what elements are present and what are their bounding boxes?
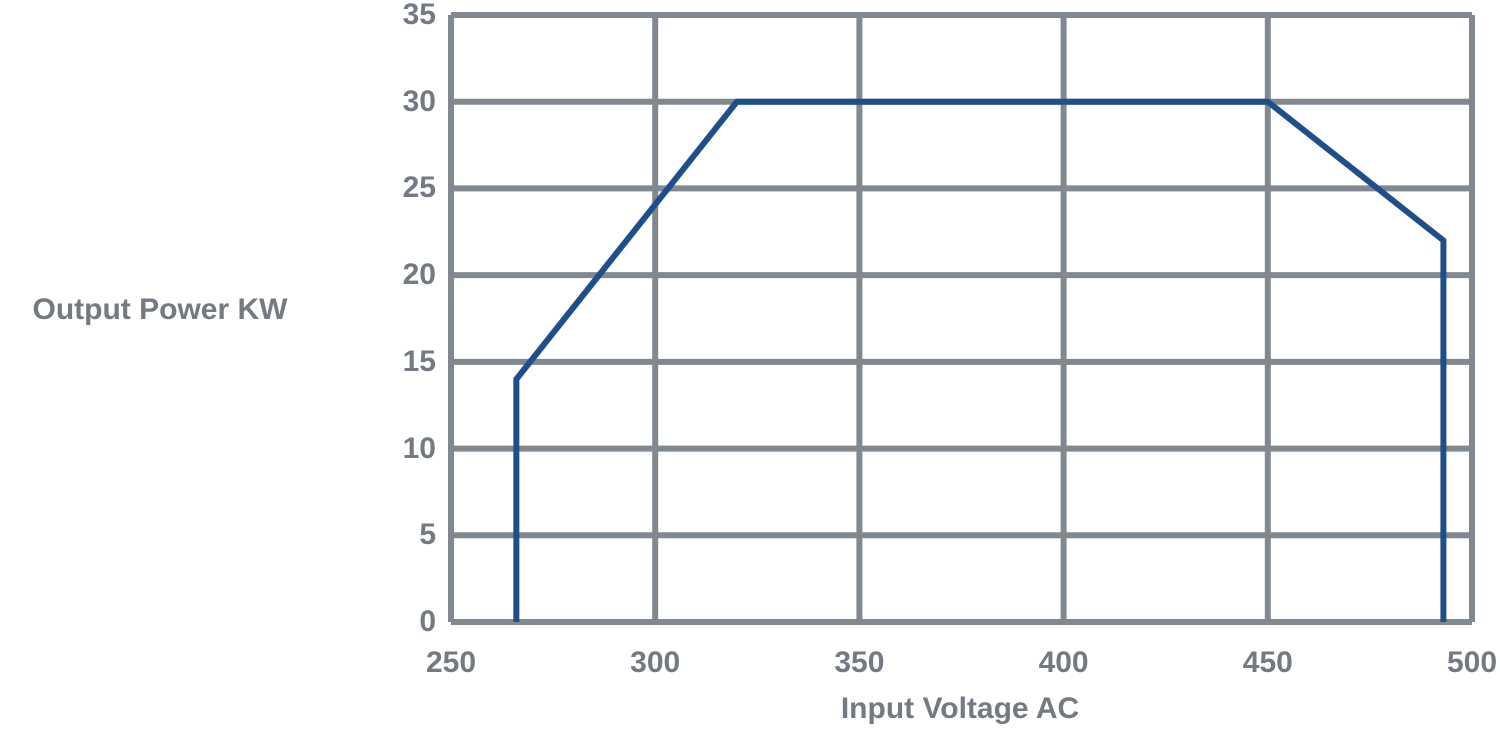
chart-plot (0, 0, 1500, 736)
x-tick-label: 300 (605, 646, 705, 680)
x-tick-label: 400 (1014, 646, 1114, 680)
y-tick-label: 0 (356, 605, 436, 639)
y-tick-label: 5 (356, 518, 436, 552)
x-tick-label: 350 (809, 646, 909, 680)
y-tick-label: 25 (356, 171, 436, 205)
x-tick-label: 250 (401, 646, 501, 680)
y-tick-label: 30 (356, 85, 436, 119)
y-tick-label: 20 (356, 258, 436, 292)
y-tick-label: 35 (356, 0, 436, 32)
x-tick-label: 450 (1218, 646, 1318, 680)
x-tick-label: 500 (1422, 646, 1500, 680)
y-tick-label: 10 (356, 432, 436, 466)
y-tick-label: 15 (356, 345, 436, 379)
chart-container: Output Power KW Input Voltage AC 0510152… (0, 0, 1500, 736)
